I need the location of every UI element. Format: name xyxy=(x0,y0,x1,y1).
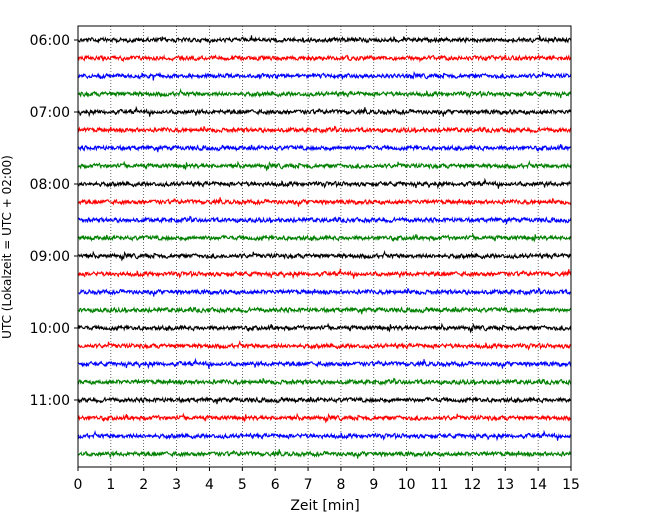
x-tick-label: 1 xyxy=(106,477,115,493)
trace-1030 xyxy=(77,357,572,370)
y-tick-label: 07:00 xyxy=(30,105,70,121)
y-tick-label: 09:00 xyxy=(30,249,70,265)
trace-0745 xyxy=(77,159,572,172)
trace-1015 xyxy=(77,339,572,351)
x-tick-label: 8 xyxy=(336,477,345,493)
trace-0730 xyxy=(77,144,572,153)
x-tick-label: 9 xyxy=(369,477,378,493)
y-axis-ticks: 06:00 07:00 08:00 09:00 10:00 11:00 xyxy=(30,33,78,409)
x-tick-label: 14 xyxy=(529,477,547,493)
trace-0815 xyxy=(77,197,572,207)
trace-0930 xyxy=(77,287,572,297)
x-tick-label: 2 xyxy=(139,477,148,493)
trace-0915 xyxy=(77,267,572,280)
trace-0900 xyxy=(77,249,572,262)
y-tick-label: 11:00 xyxy=(30,393,70,409)
trace-0600 xyxy=(77,34,572,45)
trace-0645 xyxy=(77,87,572,99)
x-tick-label: 3 xyxy=(172,477,181,493)
x-axis-label: Zeit [min] xyxy=(290,498,359,514)
x-tick-label: 4 xyxy=(205,477,214,493)
x-tick-label: 11 xyxy=(431,477,449,493)
trace-1115 xyxy=(77,412,572,424)
trace-0945 xyxy=(77,306,572,315)
x-tick-label: 12 xyxy=(463,477,481,493)
trace-0800 xyxy=(77,177,572,190)
x-tick-label: 0 xyxy=(74,477,83,493)
x-tick-label: 15 xyxy=(562,477,580,493)
seismogram-traces xyxy=(77,34,572,459)
trace-0830 xyxy=(77,215,572,225)
trace-1145 xyxy=(77,449,572,459)
x-tick-label: 5 xyxy=(238,477,247,493)
y-tick-label: 10:00 xyxy=(30,321,70,337)
trace-0630 xyxy=(77,70,572,81)
trace-1130 xyxy=(77,429,572,442)
x-tick-label: 10 xyxy=(398,477,416,493)
y-tick-label: 08:00 xyxy=(30,177,70,193)
x-axis-ticks: 0 1 2 3 4 5 6 7 8 9 10 11 12 13 14 15 xyxy=(74,467,580,493)
y-tick-label: 06:00 xyxy=(30,33,70,49)
trace-0845 xyxy=(77,232,572,243)
y-axis-label: UTC (Lokalzeit = UTC + 02:00) xyxy=(0,155,14,339)
trace-0615 xyxy=(77,53,572,63)
trace-1100 xyxy=(77,396,572,405)
x-tick-label: 7 xyxy=(304,477,313,493)
trace-0715 xyxy=(77,125,572,134)
trace-1045 xyxy=(77,377,572,386)
trace-1000 xyxy=(77,322,572,334)
x-tick-label: 13 xyxy=(496,477,514,493)
trace-0700 xyxy=(77,105,572,118)
x-tick-label: 6 xyxy=(271,477,280,493)
plot-frame xyxy=(77,25,572,468)
